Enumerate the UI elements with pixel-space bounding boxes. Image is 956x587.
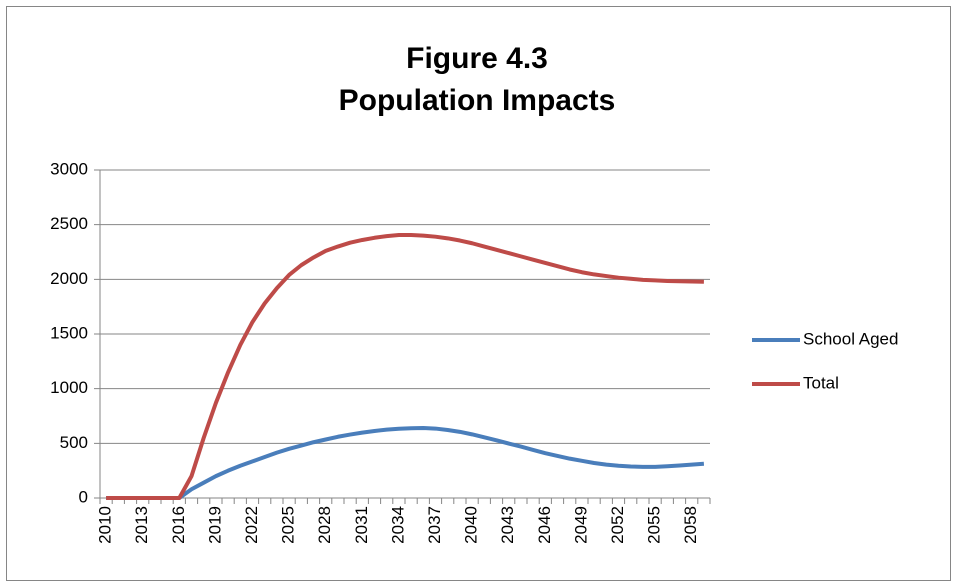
x-tick-label: 2049 bbox=[571, 506, 590, 544]
y-tick-label: 2000 bbox=[50, 269, 88, 288]
chart-title: Population Impacts bbox=[339, 84, 616, 117]
x-tick-label: 2019 bbox=[205, 506, 224, 544]
y-tick-label: 2500 bbox=[50, 214, 88, 233]
x-tick-label: 2037 bbox=[425, 506, 444, 544]
legend-label: School Aged bbox=[803, 329, 898, 348]
series-line bbox=[106, 426, 705, 500]
chart-border bbox=[6, 6, 951, 581]
x-tick-label: 2034 bbox=[388, 506, 407, 544]
x-tick-label: 2022 bbox=[242, 506, 261, 544]
x-tick-label: 2043 bbox=[498, 506, 517, 544]
y-tick-label: 3000 bbox=[50, 159, 88, 178]
chart-title: Figure 4.3 bbox=[406, 42, 548, 75]
y-tick-label: 1000 bbox=[50, 378, 88, 397]
x-tick-label: 2025 bbox=[279, 506, 298, 544]
x-tick-label: 2040 bbox=[462, 506, 481, 544]
x-tick-label: 2052 bbox=[608, 506, 627, 544]
x-tick-label: 2028 bbox=[315, 506, 334, 544]
x-tick-label: 2010 bbox=[96, 506, 115, 544]
y-tick-label: 500 bbox=[60, 433, 88, 452]
x-tick-label: 2046 bbox=[535, 506, 554, 544]
x-tick-label: 2055 bbox=[645, 506, 664, 544]
y-tick-label: 0 bbox=[79, 487, 88, 506]
series-line bbox=[106, 233, 704, 500]
x-tick-label: 2031 bbox=[352, 506, 371, 544]
legend-label: Total bbox=[803, 373, 839, 392]
x-tick-label: 2016 bbox=[169, 506, 188, 544]
x-tick-label: 2013 bbox=[132, 506, 151, 544]
x-tick-label: 2058 bbox=[681, 506, 700, 544]
y-tick-label: 1500 bbox=[50, 323, 88, 342]
